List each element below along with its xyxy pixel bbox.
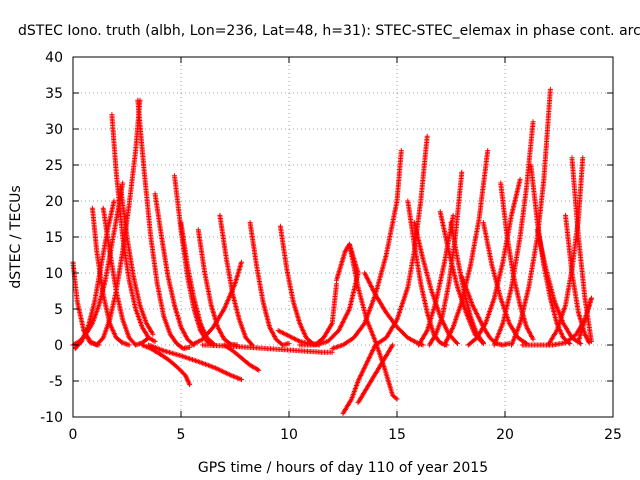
series-27 — [340, 342, 378, 416]
series-markers — [362, 270, 426, 348]
series-23 — [297, 270, 361, 348]
series-markers — [329, 148, 404, 352]
series-markers — [189, 259, 244, 348]
series-markers — [491, 119, 536, 348]
y-tick-label: 30 — [45, 122, 63, 138]
series-42 — [491, 119, 536, 348]
series-14 — [146, 342, 244, 383]
y-tick-label: 25 — [45, 158, 63, 174]
series-7 — [109, 112, 158, 344]
y-tick-label: 15 — [45, 230, 63, 246]
series-markers — [118, 184, 156, 337]
x-tick-label: 5 — [177, 427, 186, 443]
y-tick-label: 40 — [45, 50, 63, 66]
series-19 — [247, 220, 292, 348]
series-29 — [362, 270, 426, 348]
series-markers — [297, 270, 361, 348]
series-8 — [118, 184, 156, 337]
series-markers — [355, 342, 396, 406]
series-43 — [509, 86, 553, 348]
y-tick-label: 10 — [45, 266, 63, 282]
x-tick-label: 10 — [280, 427, 298, 443]
series-10 — [152, 191, 197, 348]
series-markers — [372, 133, 430, 348]
series-15 — [195, 227, 240, 348]
x-tick-label: 15 — [388, 427, 406, 443]
series-11 — [139, 342, 193, 388]
series-markers — [72, 198, 117, 352]
series-markers — [152, 191, 197, 348]
series-markers — [146, 342, 244, 383]
x-tick-label: 0 — [69, 427, 78, 443]
series-30 — [372, 133, 430, 348]
series-markers — [277, 223, 322, 348]
y-tick-label: 5 — [54, 302, 63, 318]
series-24 — [329, 148, 404, 352]
series-9 — [135, 97, 193, 352]
series-20 — [277, 223, 322, 348]
series-49 — [569, 155, 594, 344]
series-21 — [200, 342, 335, 355]
series-markers — [575, 295, 594, 344]
grid — [73, 57, 613, 417]
series-markers — [109, 112, 158, 344]
series-26 — [347, 241, 400, 402]
series-markers — [347, 241, 400, 402]
series-markers — [139, 342, 193, 388]
series-markers — [100, 205, 152, 348]
y-tick-label: 35 — [45, 86, 63, 102]
y-tick-label: -10 — [40, 410, 63, 426]
series-5 — [89, 205, 132, 348]
series-markers — [200, 342, 335, 355]
y-tick-label: -5 — [49, 374, 63, 390]
series-markers — [340, 342, 378, 416]
series-markers — [459, 274, 512, 348]
series-48 — [563, 212, 592, 346]
y-tick-label: 20 — [45, 194, 63, 210]
series-markers — [89, 205, 132, 348]
y-axis-label: dSTEC / TECUs — [8, 185, 24, 288]
series-markers — [247, 220, 292, 348]
series-18 — [189, 259, 244, 348]
series-38 — [459, 274, 512, 348]
series-28 — [355, 342, 396, 406]
series-markers — [569, 155, 594, 344]
series-markers — [563, 212, 592, 346]
x-tick-label: 20 — [496, 427, 514, 443]
series-markers — [135, 97, 193, 352]
series-3 — [72, 198, 117, 352]
x-axis-label: GPS time / hours of day 110 of year 2015 — [198, 460, 488, 476]
data-marks — [70, 86, 594, 416]
axis-ticks: -10 -5 0 5 10 15 20 25 30 35 40 0 5 10 15 20 25 — [40, 50, 622, 443]
y-tick-label: 0 — [54, 338, 63, 354]
series-50 — [575, 295, 594, 344]
x-tick-label: 25 — [604, 427, 622, 443]
chart-title: dSTEC Iono. truth (albh, Lon=236, Lat=48… — [18, 23, 640, 39]
series-6 — [100, 205, 152, 348]
series-markers — [195, 227, 240, 348]
series-markers — [509, 86, 553, 348]
